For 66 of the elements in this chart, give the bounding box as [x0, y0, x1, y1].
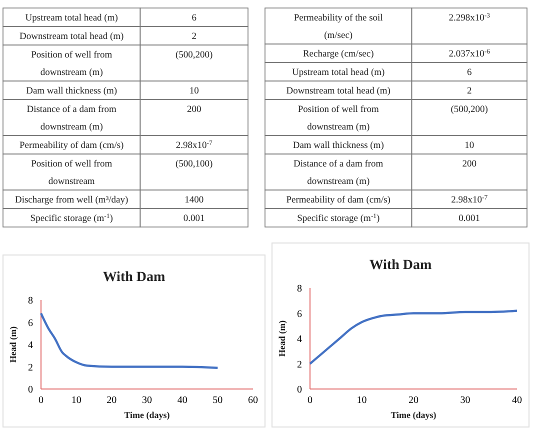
line-series — [308, 310, 518, 365]
text: 2.037x10$^{-6}$ — [448, 48, 491, 60]
chart-title: With Dam — [369, 258, 432, 273]
y-tick-label: 4 — [28, 340, 33, 351]
y-axis-title: Head (m) — [8, 326, 18, 363]
text: (500,200) — [176, 50, 213, 60]
text: Specific storage (m$^{-1}$) — [297, 212, 380, 224]
text: 200 — [462, 160, 477, 170]
y-axis-title: Head (m) — [277, 320, 287, 357]
x-axis-title: Time (days) — [124, 410, 170, 420]
text: Recharge (cm/sec) — [302, 50, 374, 60]
text: (500,100) — [176, 160, 213, 170]
text: Dam wall thickness (m) — [26, 86, 118, 96]
text: Distance of a dam from downstream (m) — [294, 160, 384, 187]
y-tick-label: 2 — [297, 359, 302, 370]
text: Position of well from downstream (m) — [298, 105, 380, 132]
text: Upstream total head (m) — [292, 68, 385, 78]
text: 2.98x10$^{-7}$ — [176, 140, 213, 151]
y-tick-label: 0 — [28, 384, 33, 396]
text: 2 — [466, 86, 472, 96]
text: Distance of a dam from downstream (m) — [26, 105, 118, 132]
x-tick-label: 30 — [142, 395, 152, 406]
text: Downstream total head (m) — [286, 86, 390, 96]
text: Dam wall thickness (m) — [292, 141, 384, 151]
x-tick-label: 30 — [460, 395, 470, 406]
y-tick-label: 8 — [28, 296, 33, 306]
y-tick-label: 6 — [297, 308, 302, 320]
text: 200 — [186, 105, 202, 115]
text: 10 — [189, 86, 200, 96]
y-tick-label: 4 — [297, 334, 302, 345]
text: Position of well from downstream — [31, 160, 113, 187]
x-tick-label: 50 — [212, 395, 223, 406]
x-axis-title: Time (days) — [390, 410, 436, 420]
x-tick-label: 10 — [356, 395, 367, 406]
text: Upstream total head (m) — [25, 14, 118, 24]
text: Permeability of dam (cm/s) — [19, 141, 124, 151]
x-tick-label: 20 — [408, 395, 418, 406]
text: 0.001 — [183, 214, 206, 224]
text: 6 — [192, 14, 197, 24]
text: 6 — [466, 68, 472, 78]
x-tick-label: 20 — [106, 395, 117, 406]
y-tick-label: 6 — [28, 318, 33, 329]
y-tick-label: 8 — [297, 284, 302, 294]
text: 2 — [192, 32, 197, 42]
text: 10 — [464, 141, 474, 151]
text: Specific storage (m$^{-1}$) — [30, 212, 113, 224]
x-tick-label: 40 — [512, 395, 522, 406]
text: Downstream total head (m) — [20, 32, 124, 42]
x-tick-label: 0 — [308, 395, 312, 406]
text: 2.298x10$^{-3}$ — [448, 12, 491, 24]
text: Permeability of dam (cm/s) — [286, 196, 390, 206]
x-tick-label: 10 — [71, 395, 82, 406]
x-tick-label: 0 — [38, 395, 44, 406]
chart-title: With Dam — [102, 270, 166, 285]
text: (500,200) — [450, 105, 488, 115]
text: Position of well from downstream (m) — [31, 50, 113, 78]
x-tick-label: 40 — [177, 395, 188, 406]
text: 0.001 — [458, 214, 480, 224]
y-tick-label: 0 — [297, 384, 302, 396]
line-series — [40, 312, 219, 369]
text: Permeability of the soil (m/sec) — [294, 14, 384, 41]
text: Discharge from well (m³/day) — [14, 196, 128, 206]
text: 2.98x10$^{-7}$ — [451, 194, 488, 206]
text: 1400 — [184, 196, 204, 206]
x-tick-label: 60 — [248, 395, 258, 406]
y-tick-label: 2 — [28, 362, 33, 374]
